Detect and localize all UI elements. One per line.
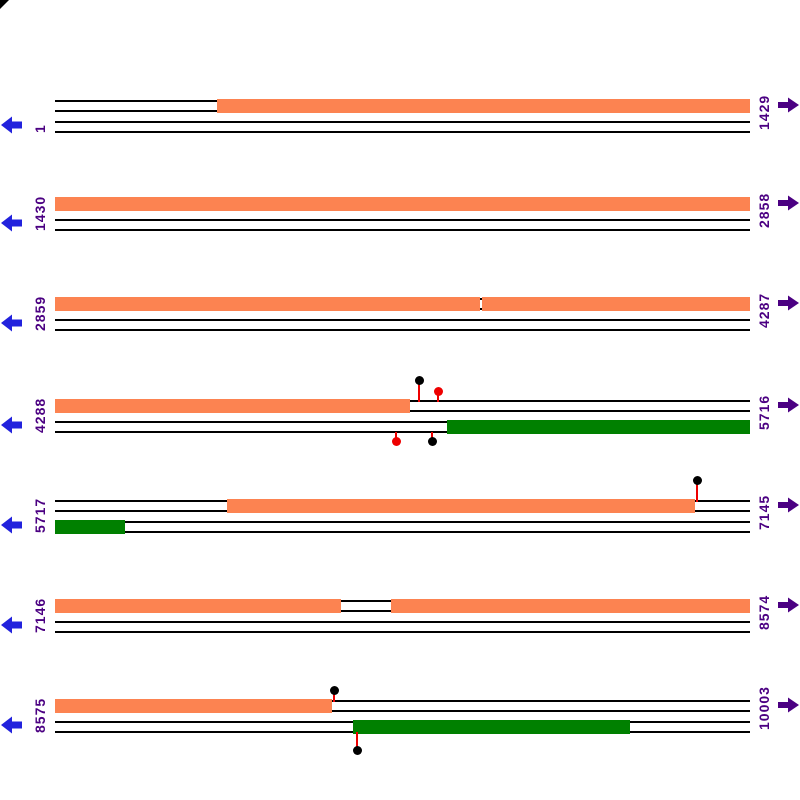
forward-feature-bar[interactable] bbox=[55, 197, 750, 211]
right-arrow-icon bbox=[778, 97, 799, 113]
left-arrow-icon bbox=[1, 214, 22, 232]
red-site-marker[interactable] bbox=[391, 436, 401, 446]
left-arrow-icon bbox=[1, 416, 22, 434]
forward-strand-line bbox=[55, 710, 750, 712]
reverse-strand-line bbox=[55, 621, 750, 623]
start-coordinate-label: 4288 bbox=[32, 397, 48, 433]
right-arrow-icon bbox=[778, 597, 799, 613]
left-arrow-icon bbox=[1, 516, 22, 534]
left-arrow-icon bbox=[1, 716, 22, 734]
end-coordinate-label: 2858 bbox=[756, 192, 772, 228]
start-coordinate-label: 1 bbox=[32, 124, 48, 133]
left-arrow-icon bbox=[1, 116, 22, 134]
end-coordinate-label: 8574 bbox=[756, 594, 772, 630]
forward-feature-bar[interactable] bbox=[482, 297, 750, 311]
reverse-feature-bar[interactable] bbox=[55, 520, 125, 534]
left-arrow-icon bbox=[1, 314, 22, 332]
marker-stem bbox=[696, 480, 698, 502]
reverse-strand-line bbox=[55, 329, 750, 331]
reverse-strand-line bbox=[55, 131, 750, 133]
black-site-marker[interactable] bbox=[427, 436, 437, 446]
reverse-strand-line bbox=[55, 531, 750, 533]
marker-stem bbox=[437, 391, 439, 402]
end-coordinate-label: 5716 bbox=[756, 394, 772, 430]
end-coordinate-label: 7145 bbox=[756, 494, 772, 530]
end-coordinate-label: 10003 bbox=[756, 686, 772, 730]
right-arrow-icon bbox=[778, 195, 799, 211]
start-coordinate-label: 7146 bbox=[32, 597, 48, 633]
start-coordinate-label: 1430 bbox=[32, 195, 48, 231]
black-site-marker[interactable] bbox=[414, 375, 424, 385]
black-site-marker[interactable] bbox=[329, 685, 339, 695]
start-coordinate-label: 5717 bbox=[32, 497, 48, 533]
reverse-strand-line bbox=[55, 431, 750, 433]
forward-feature-bar[interactable] bbox=[217, 99, 750, 113]
right-arrow-icon bbox=[778, 697, 799, 713]
marker-stem bbox=[418, 380, 420, 402]
black-site-marker[interactable] bbox=[352, 745, 362, 755]
black-site-marker[interactable] bbox=[692, 475, 702, 485]
start-coordinate-label: 8575 bbox=[32, 697, 48, 733]
red-site-marker[interactable] bbox=[433, 386, 443, 396]
right-arrow-icon bbox=[778, 497, 799, 513]
right-arrow-icon bbox=[778, 397, 799, 413]
reverse-feature-bar[interactable] bbox=[447, 420, 750, 434]
left-arrow-icon bbox=[1, 616, 22, 634]
marker-stem bbox=[333, 690, 335, 702]
forward-strand-line bbox=[55, 700, 750, 702]
reverse-strand-line bbox=[55, 319, 750, 321]
forward-feature-bar[interactable] bbox=[55, 399, 410, 413]
reverse-strand-line bbox=[55, 219, 750, 221]
reverse-feature-bar[interactable] bbox=[353, 720, 630, 734]
start-coordinate-label: 2859 bbox=[32, 295, 48, 331]
marker-stem bbox=[356, 732, 358, 750]
end-coordinate-label: 4287 bbox=[756, 292, 772, 328]
reverse-strand-line bbox=[55, 229, 750, 231]
forward-feature-bar[interactable] bbox=[55, 297, 480, 311]
reverse-strand-line bbox=[55, 421, 750, 423]
forward-feature-bar[interactable] bbox=[227, 499, 695, 513]
reverse-strand-line bbox=[55, 121, 750, 123]
clipped-corner-glyph bbox=[0, 0, 10, 10]
reverse-strand-line bbox=[55, 521, 750, 523]
forward-feature-bar[interactable] bbox=[391, 599, 750, 613]
right-arrow-icon bbox=[778, 295, 799, 311]
end-coordinate-label: 1429 bbox=[756, 94, 772, 130]
forward-feature-bar[interactable] bbox=[55, 699, 332, 713]
reverse-strand-line bbox=[55, 631, 750, 633]
forward-feature-bar[interactable] bbox=[55, 599, 341, 613]
